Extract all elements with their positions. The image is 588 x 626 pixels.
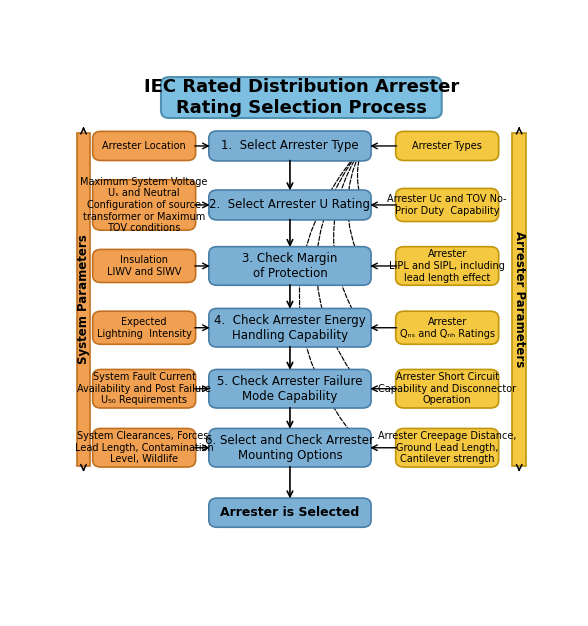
Text: Arrester Types: Arrester Types (412, 141, 482, 151)
Text: 2.  Select Arrester U⁣ Rating: 2. Select Arrester U⁣ Rating (209, 198, 370, 212)
FancyBboxPatch shape (396, 428, 499, 467)
Text: System Fault Current
Availability and Post Failure
U₅₀ Requirements: System Fault Current Availability and Po… (77, 372, 211, 405)
Text: Arrester Creepage Distance,
Ground Lead Length,
Cantilever strength: Arrester Creepage Distance, Ground Lead … (378, 431, 516, 464)
FancyBboxPatch shape (396, 247, 499, 285)
FancyBboxPatch shape (93, 428, 196, 467)
FancyBboxPatch shape (93, 131, 196, 160)
FancyBboxPatch shape (209, 247, 371, 285)
Text: Maximum System Voltage
Uₛ and Neutral
Configuration of source
transformer or Max: Maximum System Voltage Uₛ and Neutral Co… (81, 177, 208, 233)
FancyBboxPatch shape (209, 498, 371, 527)
Text: 1.  Select Arrester Type: 1. Select Arrester Type (221, 140, 359, 153)
Text: IEC Rated Distribution Arrester
Rating Selection Process: IEC Rated Distribution Arrester Rating S… (143, 78, 459, 117)
FancyBboxPatch shape (396, 131, 499, 160)
Text: Arrester Uc and TOV No-
Prior Duty  Capability: Arrester Uc and TOV No- Prior Duty Capab… (387, 194, 507, 216)
FancyBboxPatch shape (209, 428, 371, 467)
Text: Arrester Short Circuit
Capability and Disconnector
Operation: Arrester Short Circuit Capability and Di… (378, 372, 516, 405)
FancyBboxPatch shape (209, 131, 371, 161)
FancyBboxPatch shape (396, 369, 499, 408)
FancyBboxPatch shape (396, 311, 499, 344)
FancyBboxPatch shape (93, 180, 196, 230)
FancyBboxPatch shape (93, 249, 196, 282)
FancyBboxPatch shape (396, 188, 499, 222)
FancyBboxPatch shape (76, 133, 91, 466)
Text: 4.  Check Arrester Energy
Handling Capability: 4. Check Arrester Energy Handling Capabi… (214, 314, 366, 342)
Text: Arrester
LIPL and SIPL, including
lead length effect: Arrester LIPL and SIPL, including lead l… (389, 249, 505, 282)
FancyBboxPatch shape (209, 309, 371, 347)
FancyBboxPatch shape (161, 77, 442, 118)
Text: 3. Check Margin
of Protection: 3. Check Margin of Protection (242, 252, 338, 280)
FancyBboxPatch shape (93, 311, 196, 344)
Text: 6. Select and Check Arrester
Mounting Options: 6. Select and Check Arrester Mounting Op… (205, 434, 375, 462)
FancyBboxPatch shape (209, 190, 371, 220)
Text: 5. Check Arrester Failure
Mode Capability: 5. Check Arrester Failure Mode Capabilit… (217, 375, 363, 403)
FancyBboxPatch shape (512, 133, 526, 466)
Text: Insulation
LIWV and SIWV: Insulation LIWV and SIWV (107, 255, 181, 277)
FancyBboxPatch shape (93, 369, 196, 408)
Text: Expected
Lightning  Intensity: Expected Lightning Intensity (96, 317, 192, 339)
Text: Arrester Location: Arrester Location (102, 141, 186, 151)
Text: System Parameters: System Parameters (77, 234, 90, 364)
Text: System Clearances, Forces,
Lead Length, Contamination
Level, Wildlife: System Clearances, Forces, Lead Length, … (75, 431, 213, 464)
FancyBboxPatch shape (209, 369, 371, 408)
Text: Arrester
Qₙₛ and Qₙₕ Ratings: Arrester Qₙₛ and Qₙₕ Ratings (400, 317, 495, 339)
Text: Arrester is Selected: Arrester is Selected (220, 506, 360, 519)
Text: Arrester Parameters: Arrester Parameters (513, 231, 526, 367)
